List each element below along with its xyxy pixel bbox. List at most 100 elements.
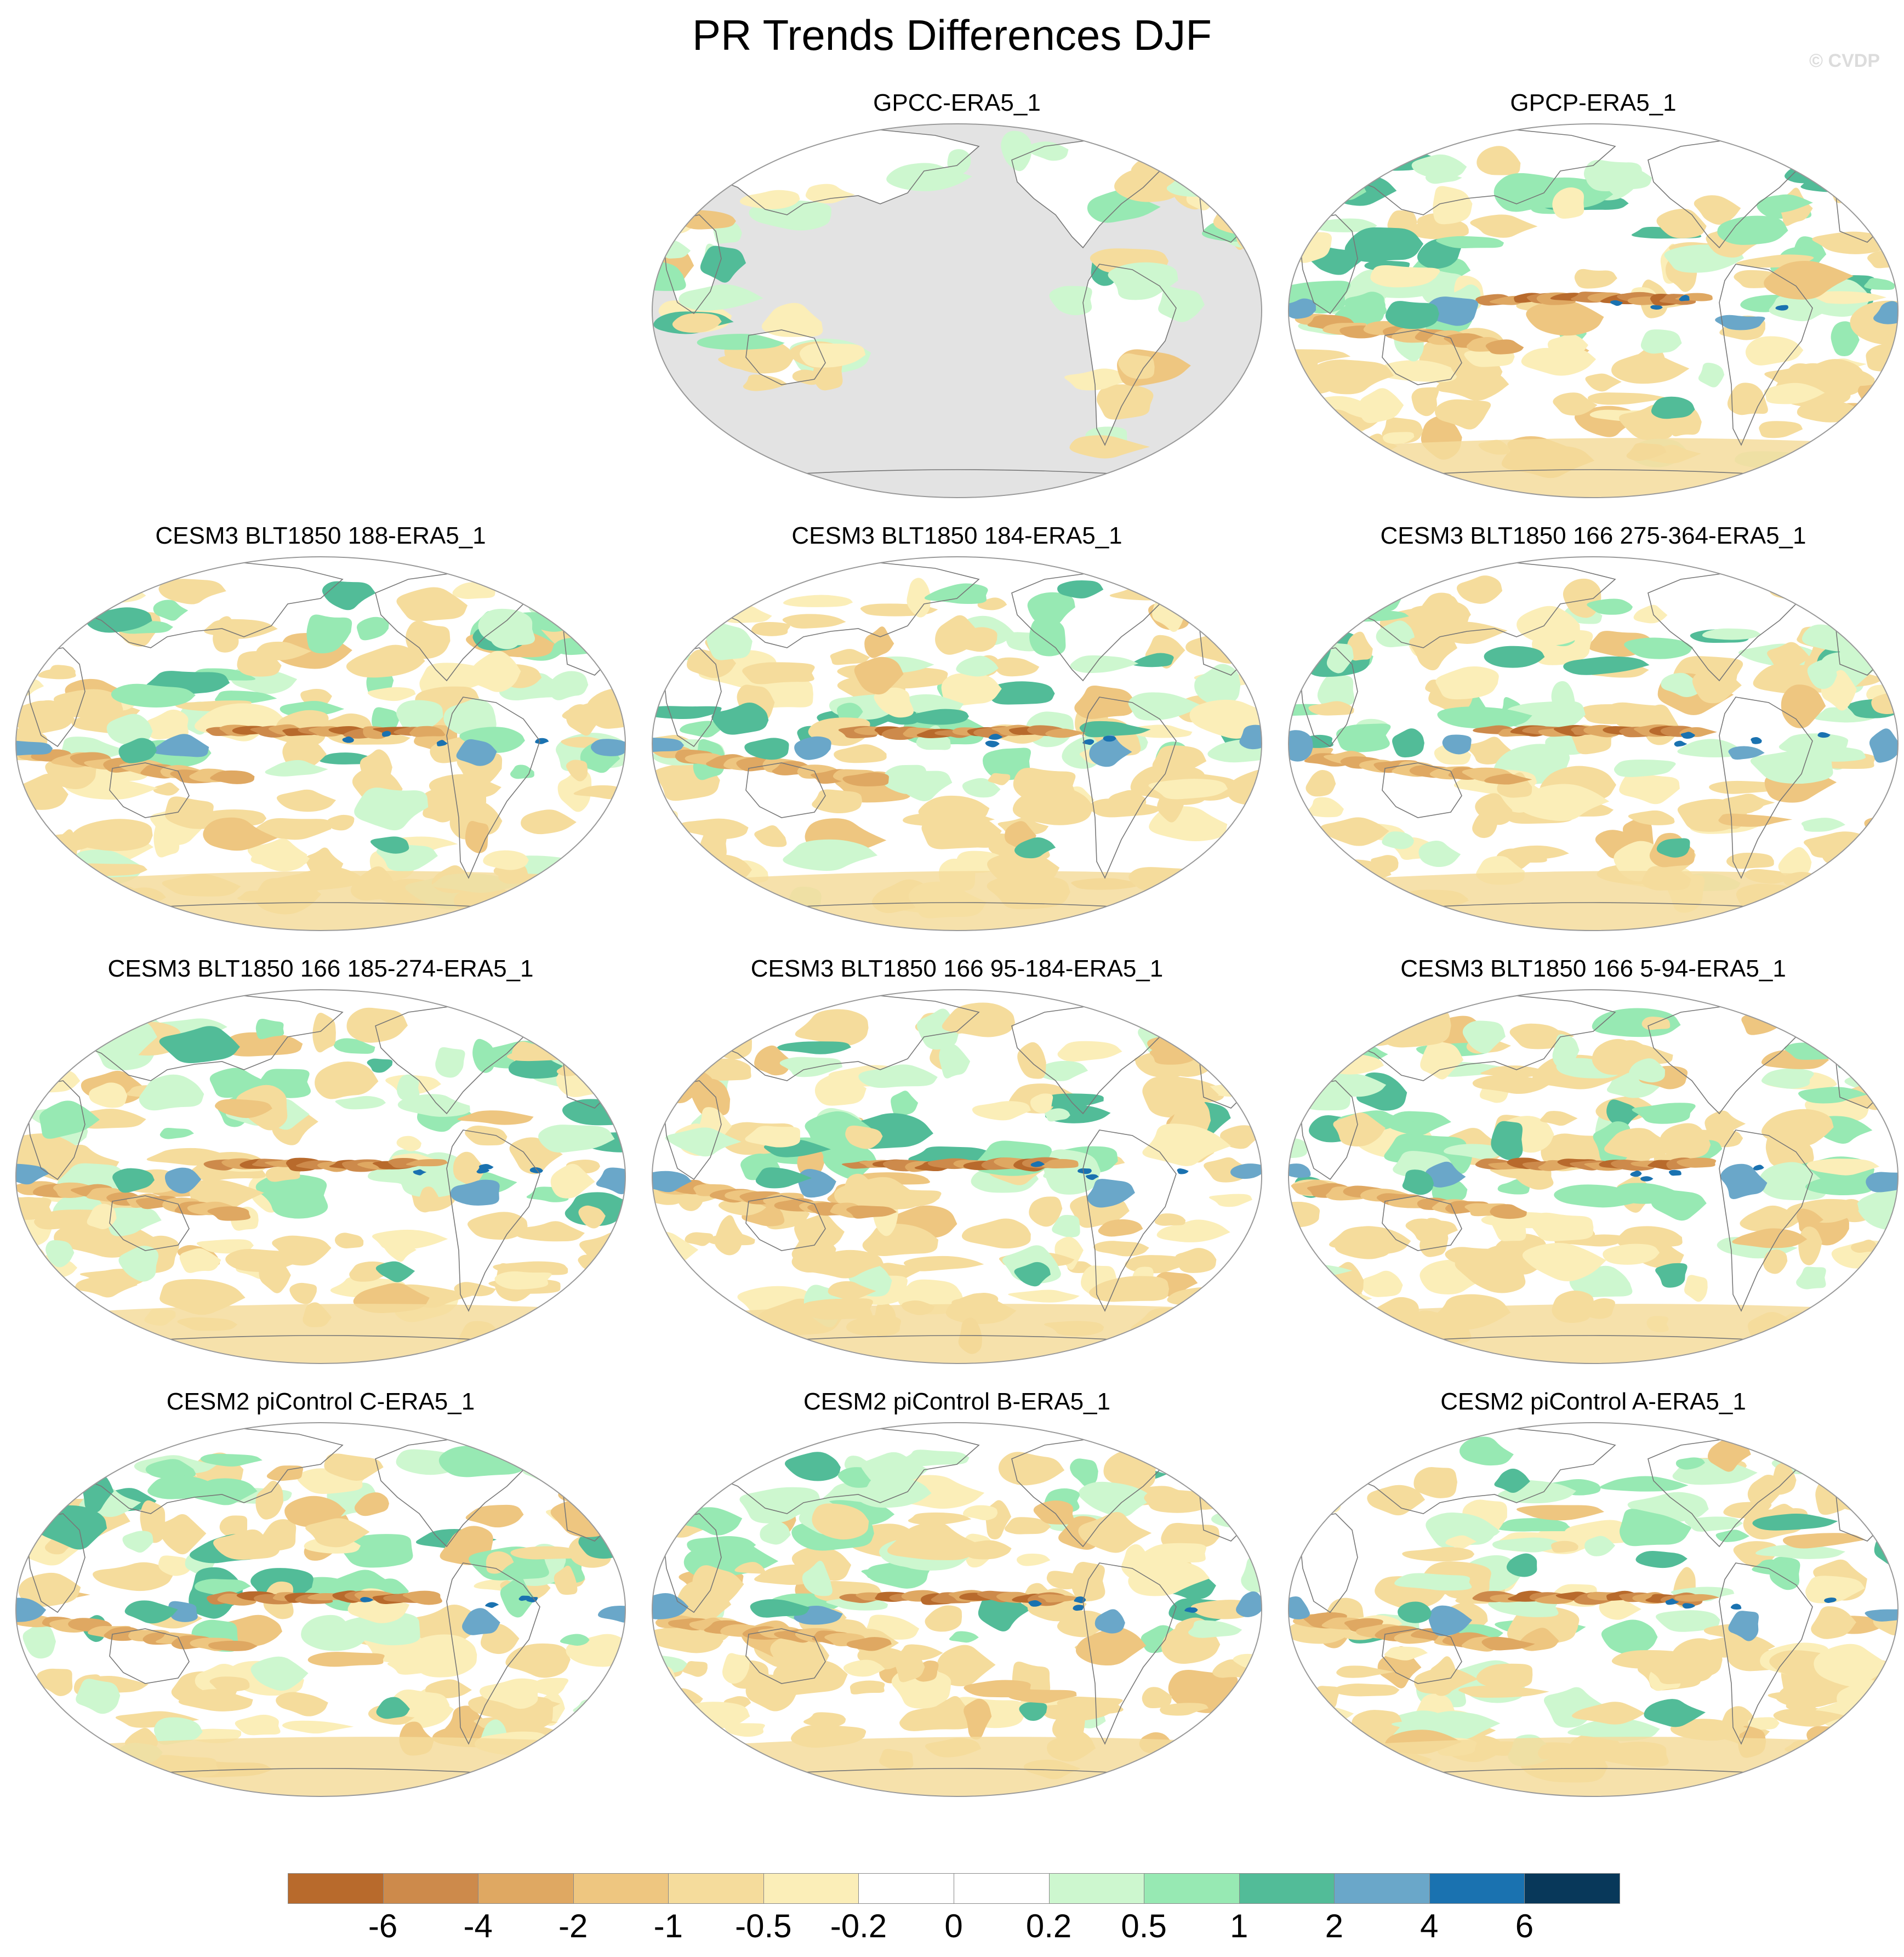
wet-patch [124,1600,178,1624]
trend-patch [1521,347,1597,376]
trend-patch [1158,876,1241,917]
trend-patch [1684,1516,1743,1532]
trend-patch [1867,1487,1898,1506]
panel-title: CESM3 BLT1850 166 95-184-ERA5_1 [750,955,1164,982]
trend-patch [1001,130,1032,172]
trend-patch [1670,1719,1749,1741]
trend-patch [306,614,352,654]
trend-patch [158,1555,192,1576]
map [1288,556,1899,931]
trend-patch [146,1148,230,1166]
trend-patch [1552,1034,1580,1067]
trend-patch [153,600,189,621]
trend-patch [1763,194,1813,213]
trend-patch [1289,1201,1320,1228]
trend-patch [483,850,529,870]
trend-patch [1027,592,1075,626]
trend-patch [1718,813,1793,827]
trend-patch [1361,1270,1403,1297]
trend-patch [324,1453,384,1481]
trend-patch [1758,1162,1827,1201]
trend-patch [1601,1619,1658,1655]
trend-patch [1384,1646,1428,1661]
trend-patch [1612,1183,1681,1204]
trend-patch [566,1634,625,1667]
trend-patch [360,749,392,783]
wet-patch [1720,1163,1768,1200]
trend-patch [1303,436,1366,448]
equatorial-band [1674,1594,1720,1602]
strong-wet-patch [1085,1174,1099,1180]
trend-patch [159,1128,194,1139]
equatorial-band [1038,1594,1083,1602]
trend-patch [505,1643,571,1678]
trend-patch [1491,1121,1523,1161]
trend-patch [1245,188,1262,217]
trend-patch [560,1634,590,1646]
southern-ocean [652,871,1262,931]
trend-patch [823,1144,877,1180]
trend-patch [1506,1553,1537,1577]
wet-patch [1651,396,1695,419]
panel-title: CESM2 piControl B-ERA5_1 [803,1388,1110,1415]
strong-wet-patch [1817,732,1831,738]
trend-patch [44,1315,130,1349]
trend-patch [70,819,153,851]
trend-patch [1763,1249,1788,1274]
trend-patch [1226,768,1262,806]
trend-patch [600,1504,623,1524]
trend-patch [1773,1709,1849,1727]
colorbar-tick-label: 0.2 [1025,1908,1072,1944]
panel-title: CESM3 BLT1850 166 5-94-ERA5_1 [1400,955,1786,982]
trend-patch [396,700,443,732]
trend-patch [652,859,685,890]
trend-patch [1619,1509,1692,1547]
trend-patch [1517,606,1581,646]
trend-patch [1806,1159,1880,1176]
trend-patch [457,1110,534,1125]
map-border [652,989,1262,1364]
trend-patch [260,1519,297,1551]
wet-patch [1289,1596,1310,1619]
trend-patch [1640,329,1682,354]
trend-patch [48,665,76,678]
panel-title: GPCP-ERA5_1 [1510,89,1677,116]
trend-patch [1382,432,1415,444]
trend-patch [1008,1290,1080,1303]
trend-patch [1614,760,1676,777]
trend-patch [1732,1228,1808,1248]
trend-patch [1405,1218,1458,1243]
trend-patch [803,1712,846,1728]
trend-patch [465,1504,524,1528]
trend-patch [1045,1108,1070,1122]
trend-patch [1705,1634,1775,1658]
map-panel: CESM2 piControl C-ERA5_1 [8,1387,633,1808]
equatorial-band [406,1159,448,1167]
trend-patch [1798,1087,1868,1104]
trend-patch [1030,1093,1053,1114]
trend-patch [255,1174,328,1219]
trend-patch [845,1125,883,1149]
trend-patch [770,1635,830,1676]
map [15,556,626,931]
map-panel: CESM3 BLT1850 188-ERA5_1 [8,521,633,943]
trend-patch [1230,186,1262,208]
trend-patch [800,343,866,368]
strong-wet-patch [413,1169,427,1176]
trend-patch [794,1249,884,1279]
trend-patch [247,838,307,872]
trend-patch [1656,208,1707,238]
trend-patch [1764,261,1854,300]
colorbar-tick-label: 6 [1515,1908,1534,1944]
trend-patch [16,636,41,655]
trend-patch [1049,286,1092,316]
strong-wet-patch [1078,1168,1092,1174]
trend-patch [1074,686,1135,719]
trend-patch [1169,881,1241,918]
strong-wet-patch [1030,1161,1045,1167]
strong-wet-patch [478,1163,494,1170]
trend-patch [1160,1703,1209,1716]
trend-patch [782,614,846,629]
trend-patch [1810,158,1869,186]
trend-patch [679,284,763,311]
